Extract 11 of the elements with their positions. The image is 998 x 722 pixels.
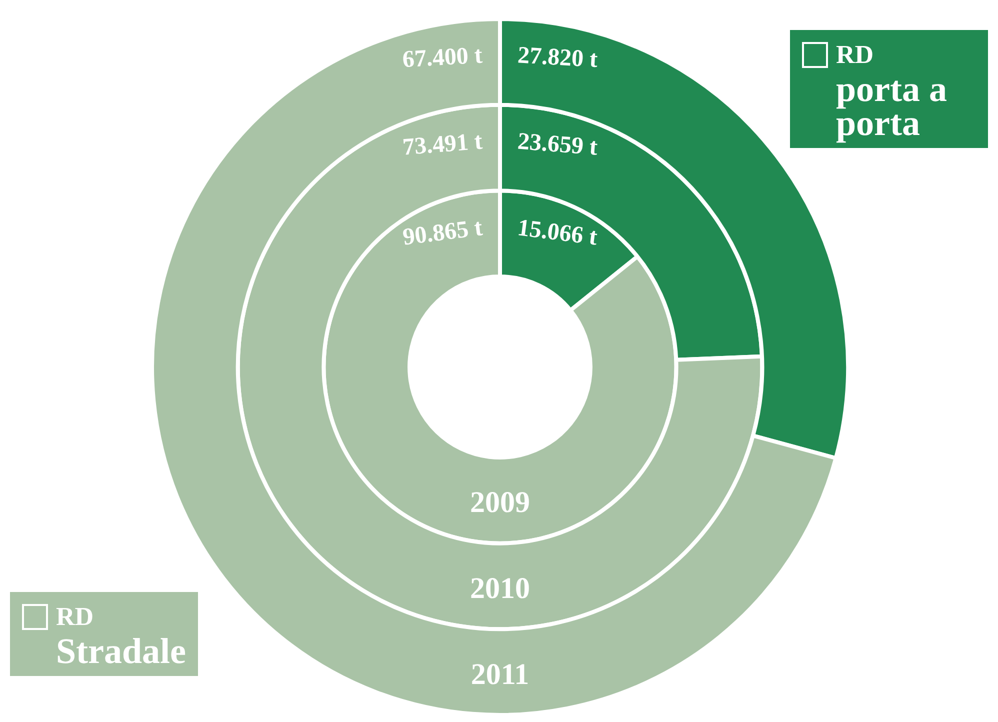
slice-label: 2010	[470, 572, 530, 605]
data-label: 27.820 t	[516, 42, 598, 74]
data-label: 90.865 t	[401, 215, 484, 251]
legend-label: RD porta a porta	[836, 39, 948, 143]
data-label: 67.400 t	[402, 42, 484, 74]
data-label: 73.491 t	[402, 128, 484, 161]
data-label: 15.066 t	[516, 215, 599, 251]
legend-label: RD Stradale	[56, 601, 186, 671]
data-label: 23.659 t	[516, 128, 598, 161]
slice-label: 2009	[470, 486, 530, 520]
slice-label: 2011	[470, 658, 530, 691]
